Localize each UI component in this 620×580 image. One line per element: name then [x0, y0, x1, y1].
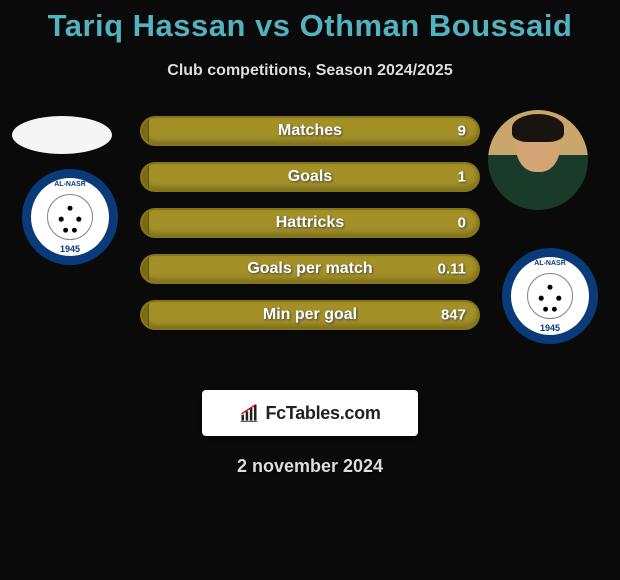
stat-label: Goals per match	[142, 260, 478, 278]
stat-label: Min per goal	[142, 306, 478, 324]
date-text: 2 november 2024	[0, 456, 620, 477]
page-title: Tariq Hassan vs Othman Boussaid	[0, 8, 620, 44]
comparison-area: AL-NASR 1945 AL-NASR 1945 Matches9Goals1…	[0, 116, 620, 376]
soccer-ball-icon	[527, 273, 573, 319]
player-right-avatar	[488, 110, 588, 210]
stat-bar-row: Matches9	[140, 116, 480, 146]
stat-bar-left-fill	[142, 302, 149, 328]
stat-value-right: 1	[458, 169, 466, 186]
player-right-club-badge: AL-NASR 1945	[502, 248, 598, 344]
stat-label: Hattricks	[142, 214, 478, 232]
stat-bar-left-fill	[142, 210, 149, 236]
stat-bar-row: Goals1	[140, 162, 480, 192]
player-left-club-badge: AL-NASR 1945	[22, 169, 118, 265]
club-year-text: 1945	[31, 244, 110, 254]
source-logo: FcTables.com	[202, 390, 418, 436]
stat-label: Matches	[142, 122, 478, 140]
soccer-ball-icon	[47, 194, 93, 240]
infographic-container: Tariq Hassan vs Othman Boussaid Club com…	[0, 0, 620, 477]
club-badge-inner: AL-NASR 1945	[511, 257, 590, 336]
bar-chart-icon	[239, 403, 259, 423]
club-badge: AL-NASR 1945	[502, 248, 598, 344]
stat-bar-row: Goals per match0.11	[140, 254, 480, 284]
stat-value-right: 9	[458, 123, 466, 140]
stat-bar-left-fill	[142, 118, 149, 144]
source-logo-text: FcTables.com	[265, 403, 380, 424]
stat-bar-left-fill	[142, 256, 149, 282]
club-badge-inner: AL-NASR 1945	[31, 178, 110, 257]
stat-value-right: 0.11	[438, 261, 466, 278]
stat-label: Goals	[142, 168, 478, 186]
club-name-text: AL-NASR	[31, 181, 110, 188]
stat-bar-row: Hattricks0	[140, 208, 480, 238]
player-left-avatar	[12, 116, 112, 154]
subtitle: Club competitions, Season 2024/2025	[0, 62, 620, 80]
club-name-text: AL-NASR	[511, 260, 590, 267]
club-badge: AL-NASR 1945	[22, 169, 118, 265]
stat-value-right: 847	[441, 307, 466, 324]
stat-bar-left-fill	[142, 164, 149, 190]
club-year-text: 1945	[511, 323, 590, 333]
stat-bar-row: Min per goal847	[140, 300, 480, 330]
stat-value-right: 0	[458, 215, 466, 232]
stat-bars: Matches9Goals1Hattricks0Goals per match0…	[140, 116, 480, 346]
